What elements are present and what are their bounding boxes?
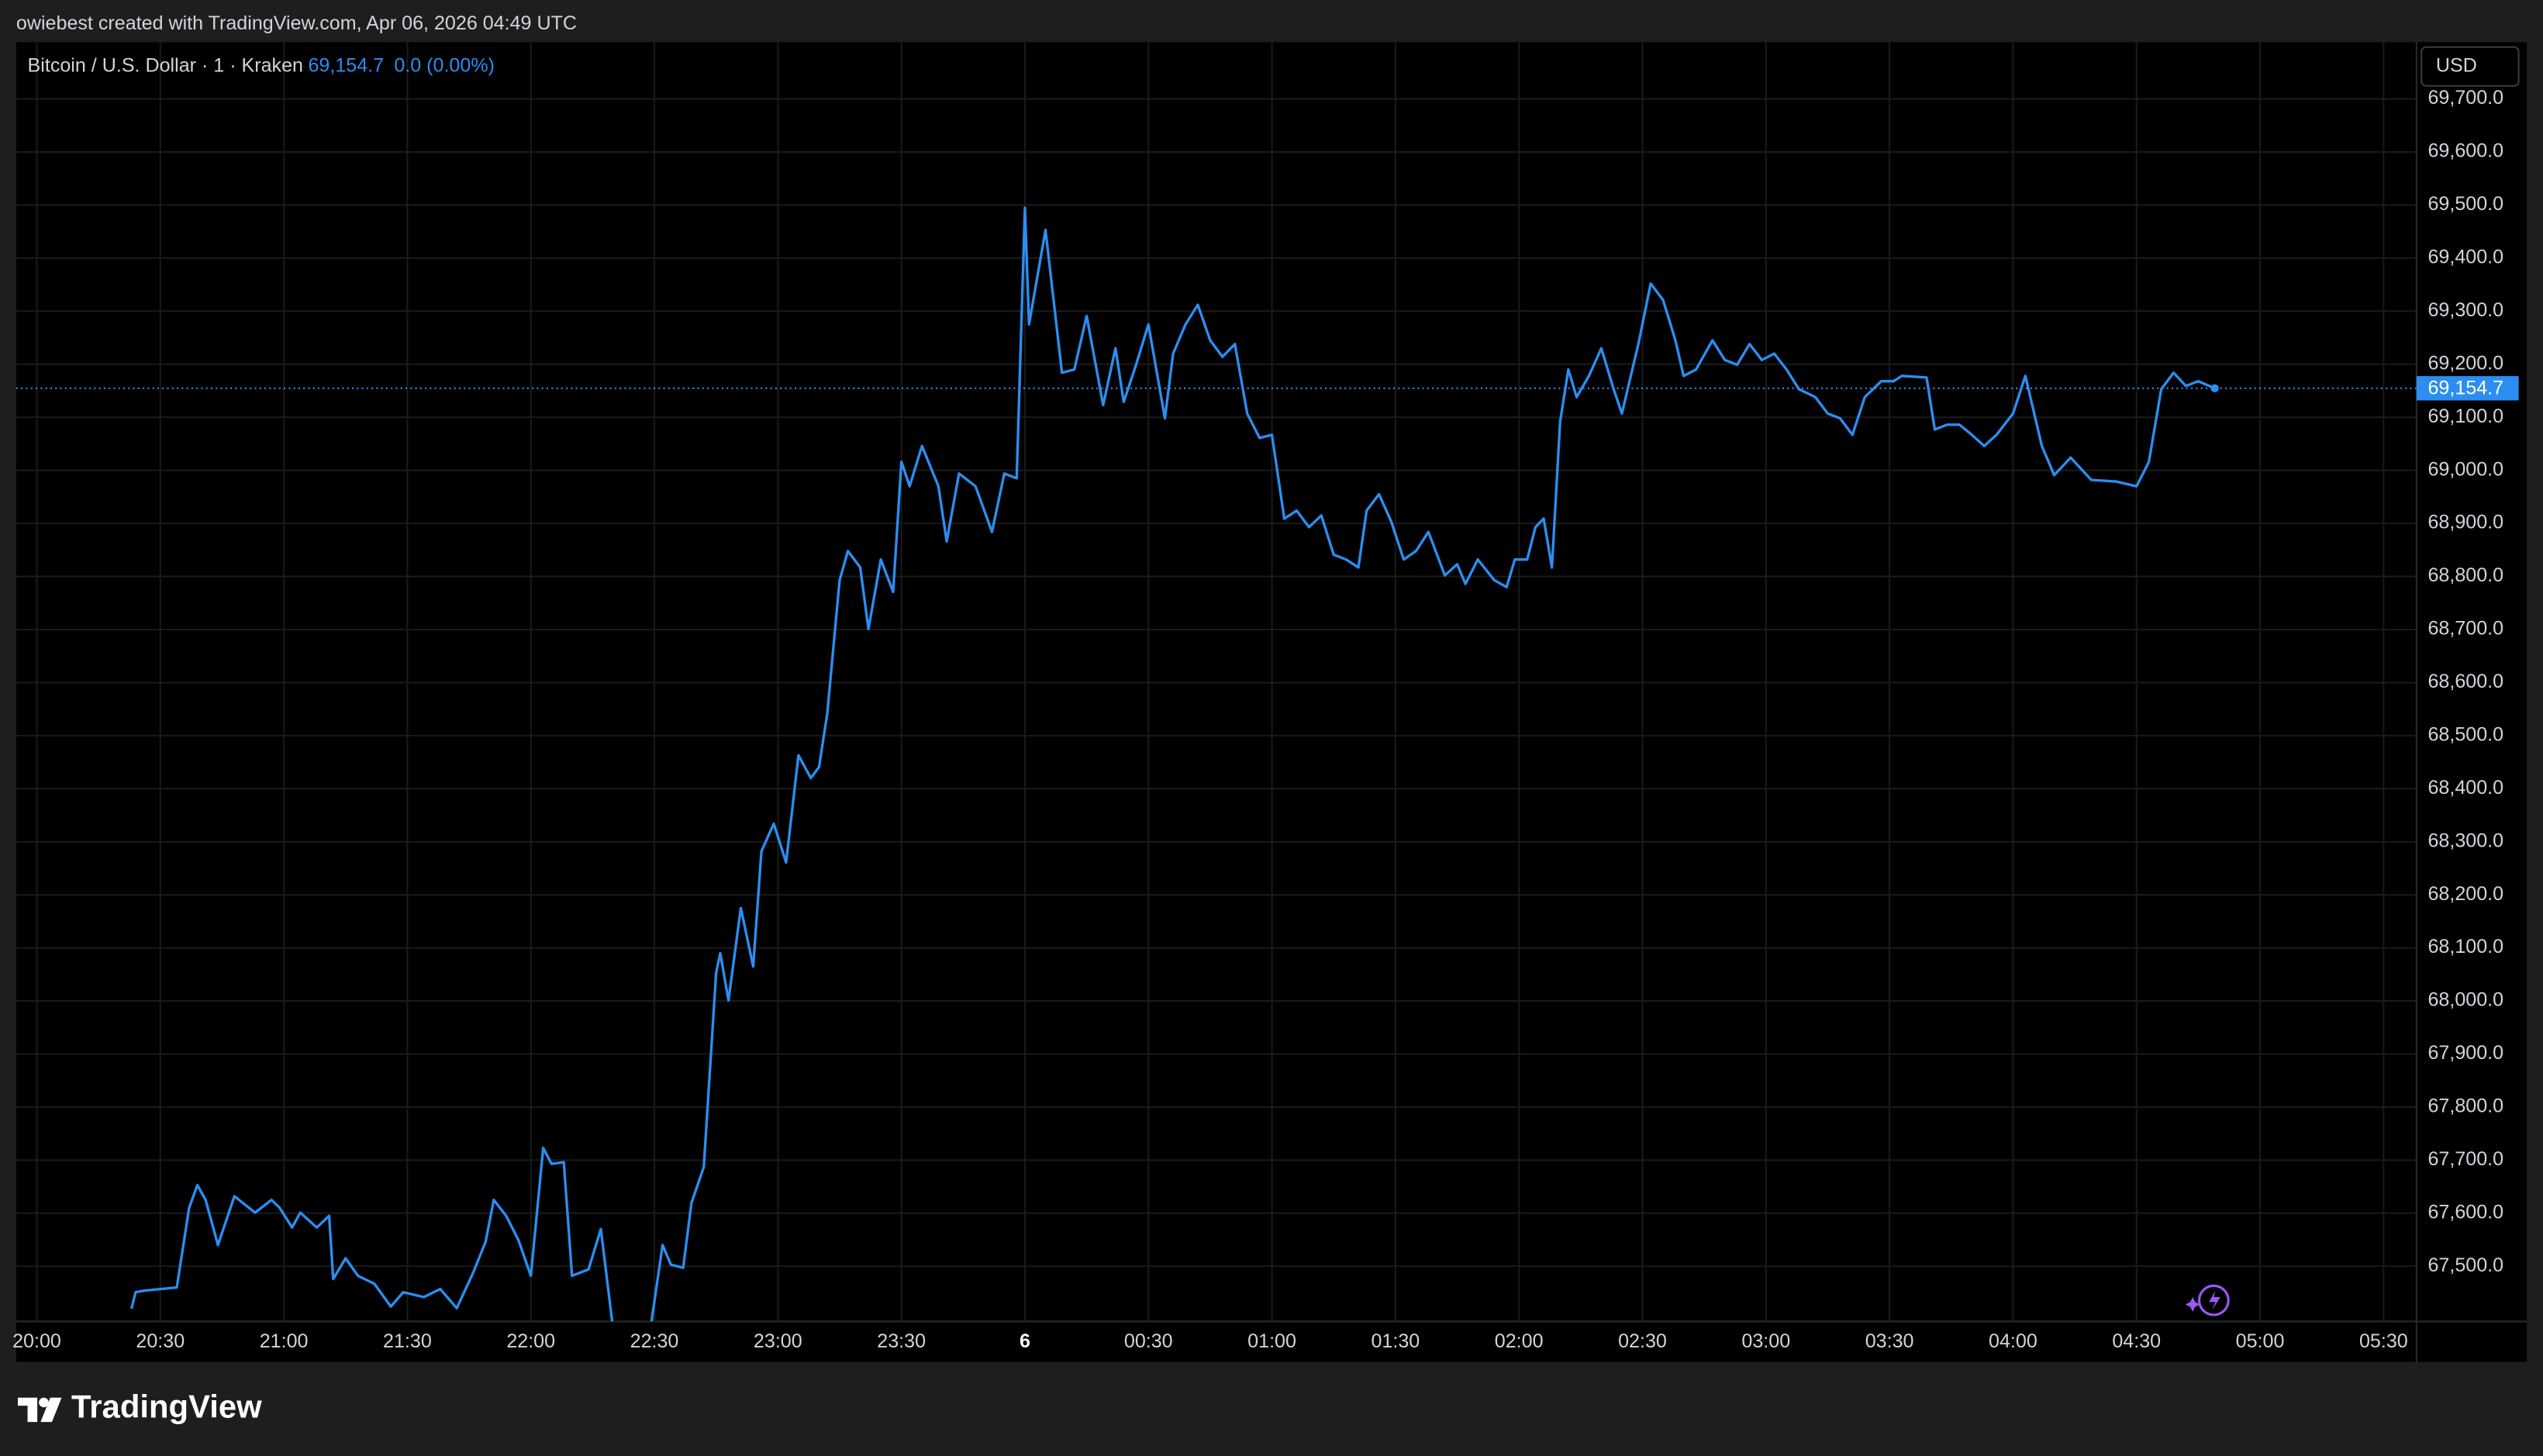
x-tick-label: 01:00 (1247, 1330, 1296, 1352)
x-tick-label: 22:30 (630, 1330, 679, 1352)
x-tick-label: 20:30 (136, 1330, 185, 1352)
y-tick-label: 68,600.0 (2427, 671, 2503, 692)
last-price-badge (2416, 376, 2519, 401)
y-tick-label: 67,800.0 (2427, 1095, 2503, 1117)
brand-logo (18, 1397, 62, 1423)
currency-button[interactable] (2421, 46, 2520, 87)
y-tick-label: 67,500.0 (2427, 1254, 2503, 1276)
x-tick-label: 21:00 (260, 1330, 309, 1352)
currency[interactable]: USD (2436, 54, 2477, 76)
last-point (2210, 384, 2219, 393)
y-tick-label: 68,000.0 (2427, 989, 2503, 1011)
y-tick-label: 69,300.0 (2427, 299, 2503, 321)
y-tick-label: 69,700.0 (2427, 87, 2503, 109)
price-line (129, 206, 2216, 1322)
x-tick-label: 04:00 (1989, 1330, 2038, 1352)
x-tick-label: 03:30 (1865, 1330, 1914, 1352)
x-tick-label: 6 (1020, 1330, 1030, 1352)
y-tick-label: 69,500.0 (2427, 193, 2503, 215)
y-tick-label: 69,600.0 (2427, 140, 2503, 162)
x-tick-label: 21:30 (383, 1330, 432, 1352)
x-tick-label: 22:00 (506, 1330, 555, 1352)
y-tick-label: 68,100.0 (2427, 936, 2503, 957)
y-tick-label: 69,400.0 (2427, 247, 2503, 268)
attribution: owiebest created with TradingView.com, A… (16, 12, 577, 34)
x-tick-label: 04:30 (2112, 1330, 2161, 1352)
y-tick-label: 67,900.0 (2427, 1042, 2503, 1064)
y-tick-label: 68,900.0 (2427, 512, 2503, 533)
chart-title: Bitcoin / U.S. Dollar · 1 · Kraken (28, 54, 303, 76)
plot (16, 206, 2417, 1322)
x-tick-label: 01:30 (1371, 1330, 1420, 1352)
grid (16, 42, 2417, 1322)
x-tick-label: 05:00 (2236, 1330, 2285, 1352)
x-tick-label: 20:00 (12, 1330, 61, 1352)
y-tick-label: 67,600.0 (2427, 1201, 2503, 1223)
y-tick-label: 67,700.0 (2427, 1148, 2503, 1170)
x-tick-label: 23:00 (754, 1330, 802, 1352)
x-tick-label: 02:30 (1618, 1330, 1667, 1352)
y-tick-label: 68,500.0 (2427, 723, 2503, 745)
y-tick-label: 69,100.0 (2427, 405, 2503, 427)
axes: 67,500.0 67,600.0 67,700.0 67,800.0 67,900.0… (12, 87, 2519, 1352)
y-tick-label: 69,000.0 (2427, 458, 2503, 480)
y-tick-label: 68,400.0 (2427, 777, 2503, 799)
brand: TradingView (71, 1388, 262, 1424)
y-tick-label: 68,300.0 (2427, 830, 2503, 851)
x-tick-label: 02:00 (1495, 1330, 1544, 1352)
y-tick-label: 68,200.0 (2427, 883, 2503, 905)
y-tick-label: 68,700.0 (2427, 618, 2503, 640)
price-change: 0.0 (0.00%) (394, 54, 495, 76)
last-price-badge-label: 69,154.7 (2427, 377, 2503, 399)
y-tick-label: 69,200.0 (2427, 352, 2503, 374)
last-price: 69,154.7 (308, 54, 384, 76)
lightning-icon (2185, 1284, 2230, 1316)
x-tick-label: 00:30 (1124, 1330, 1173, 1352)
y-tick-label: 68,800.0 (2427, 564, 2503, 586)
x-tick-label: 03:00 (1741, 1330, 1790, 1352)
x-tick-label: 23:30 (877, 1330, 926, 1352)
x-tick-label: 05:30 (2359, 1330, 2408, 1352)
